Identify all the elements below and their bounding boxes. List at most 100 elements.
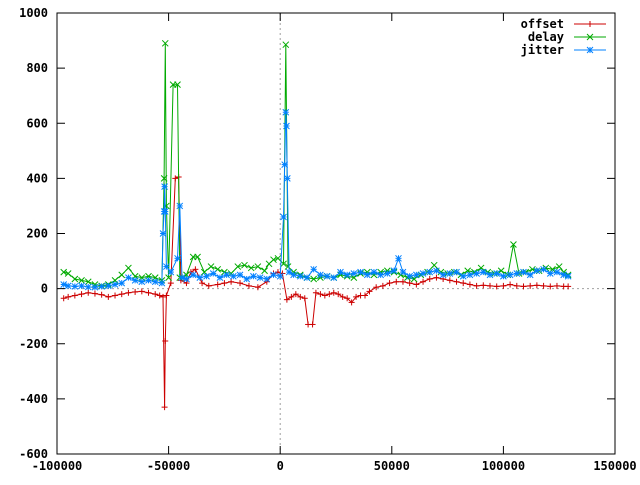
data-point [520,283,527,290]
data-point [118,279,126,287]
marker-stroke [60,268,68,276]
data-point [283,122,290,130]
marker-stroke [125,274,132,281]
data-point [439,271,447,279]
data-point [152,291,159,298]
marker-stroke [560,271,568,279]
data-point [256,274,264,281]
data-point [326,291,333,298]
data-point [446,277,453,284]
data-point [321,292,328,299]
data-point [317,271,324,279]
data-point [419,270,427,277]
marker-stroke [118,271,126,279]
data-point [486,271,494,279]
marker-stroke [586,33,594,41]
data-point [453,278,460,285]
marker-stroke [564,272,572,280]
marker-stroke [412,271,420,279]
x-tick-label: 0 [277,459,284,473]
data-point [151,278,159,286]
marker-stroke [165,274,172,281]
data-point [497,267,505,275]
data-point [65,293,72,300]
data-point [280,260,287,268]
marker-stroke [78,282,85,290]
data-point [64,282,72,290]
data-point [479,268,487,276]
marker-stroke [174,81,181,89]
series-offset [60,173,572,411]
data-point [430,261,438,269]
marker-stroke [234,263,242,270]
data-point [283,296,290,303]
marker-stroke [118,279,126,287]
marker-stroke [189,271,197,279]
marker-stroke [370,268,378,276]
data-point [348,299,355,306]
data-point [270,256,277,264]
data-point [309,321,316,328]
data-point [390,267,398,275]
data-point [460,280,467,287]
legend-label: offset [521,17,564,31]
marker-stroke [276,272,284,280]
marker-stroke [256,274,264,281]
marker-stroke [513,270,521,277]
marker-stroke [466,271,474,279]
marker-stroke [71,283,79,290]
marker-stroke [310,275,318,283]
marker-stroke [236,271,244,279]
data-point [282,108,290,116]
marker-stroke [586,46,594,54]
x-tick-label: 50000 [374,459,410,473]
data-point [303,274,311,281]
data-point [71,292,78,299]
data-point [280,213,287,221]
data-point [270,271,277,279]
data-point [254,263,262,270]
data-point [174,81,181,89]
data-point [330,274,338,281]
data-point [118,291,125,298]
data-point [183,275,190,283]
marker-stroke [303,274,311,281]
marker-stroke [540,265,547,273]
data-point [60,281,68,288]
data-point [138,288,145,295]
data-point [533,282,540,289]
data-point [247,264,255,272]
marker-stroke [493,270,501,277]
marker-stroke [247,264,255,272]
marker-stroke [486,271,494,279]
marker-stroke [111,281,119,288]
data-point [228,278,235,285]
data-point [118,271,126,279]
data-point [500,282,507,289]
data-point [386,280,393,287]
data-point [323,272,331,280]
data-point [339,293,346,300]
data-point [513,270,521,277]
data-point [330,289,337,296]
data-point [161,404,168,411]
data-point [167,280,174,287]
marker-stroke [84,283,92,291]
legend-label: delay [528,30,564,44]
data-point [373,284,380,291]
marker-stroke [479,268,487,276]
data-point [553,268,561,276]
marker-stroke [125,264,132,272]
data-point [245,282,252,289]
marker-stroke [363,271,371,279]
data-point [586,46,594,54]
marker-stroke [91,283,99,291]
marker-stroke [310,265,318,273]
data-point [112,292,119,299]
data-point [377,271,384,279]
data-point [60,295,67,302]
data-point [301,295,308,302]
data-point [587,21,593,27]
y-tick-label: 600 [26,116,48,130]
